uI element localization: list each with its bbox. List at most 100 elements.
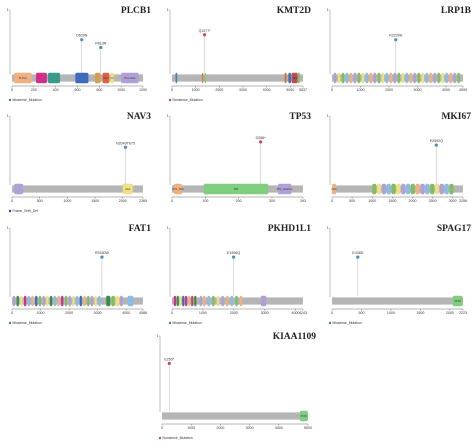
legend-label: Missense_Mutation (333, 321, 362, 325)
protein-domain (397, 72, 401, 84)
protein-domain (372, 183, 377, 195)
protein-domain (119, 295, 123, 307)
x-tick-label: 1000 (37, 311, 45, 315)
legend-label: Missense_Mutation (13, 321, 42, 325)
protein-domain (449, 72, 452, 84)
protein-domain (349, 72, 353, 84)
x-tick-label: 2000 (216, 426, 224, 430)
protein-domain (36, 72, 47, 84)
protein-domain (260, 295, 267, 307)
protein-domain (49, 295, 53, 307)
protein-domain (445, 72, 448, 84)
protein-domain (179, 295, 182, 307)
protein-domain (345, 72, 349, 84)
mutation-head (394, 38, 398, 42)
protein-backbone (332, 297, 463, 305)
x-tick-label: 1000 (117, 88, 125, 92)
x-tick-label: 1500 (388, 199, 396, 203)
mutation-head (100, 255, 104, 259)
domain-label: C2 (110, 76, 114, 80)
x-tick-label: 100 (202, 199, 208, 203)
panel-nav3: NAV3 1 AAA 0 500 1000 1500 2000 2365 N2049Tfs*5 Fr… (7, 112, 152, 213)
x-tick-label: 4243 (299, 311, 307, 315)
domain-label: P53_tetramer (277, 187, 293, 191)
mutation-label: E250* (164, 357, 174, 361)
x-tick-label: 0 (331, 199, 333, 203)
protein-domain (341, 72, 345, 84)
x-tick-label: 0 (331, 88, 333, 92)
protein-domain (182, 295, 185, 307)
protein-domain (12, 295, 16, 307)
protein-domain (42, 295, 45, 307)
legend-marker (328, 321, 332, 325)
mutation-head (259, 140, 263, 144)
protein-domain (122, 183, 133, 195)
protein-backbone (332, 74, 463, 82)
protein-domain (14, 183, 24, 195)
panel-plcb1: PLCB1 1 PI-PLC PLC C2 PLC-beta 0 200 400 600 800 10… (7, 6, 152, 102)
y-axis-count: 1 (7, 8, 9, 12)
mutation-label: G266* (256, 136, 267, 140)
protein-domain (102, 72, 110, 84)
x-tick-label: 3256 (459, 199, 467, 203)
protein-domain (202, 72, 204, 84)
protein-domain (332, 183, 337, 195)
x-tick-label: 1000 (187, 426, 195, 430)
protein-domain (389, 72, 393, 84)
x-tick-label: 4000 (263, 88, 271, 92)
legend-label: Missense_Mutation (173, 321, 202, 325)
y-axis-count: 1 (167, 8, 169, 12)
legend-label: Nonsense_Mutation (173, 98, 203, 102)
y-axis-count: 1 (7, 226, 9, 230)
mutation-head (99, 45, 103, 50)
protein-domain (369, 72, 373, 84)
panel-tp53: TP53 1 P53_TAD P53 P53_tetramer 0 100 200 300 393… (167, 112, 312, 203)
x-tick-label: 1000 (387, 311, 395, 315)
x-tick-label: 4599 (459, 88, 467, 92)
protein-domain (299, 410, 308, 422)
protein-domain (94, 72, 101, 84)
domain-label: PF06 (455, 299, 462, 303)
mutation-head (232, 255, 236, 259)
protein-domain (361, 72, 365, 84)
domain-label: PLC-beta (124, 76, 136, 80)
protein-domain (191, 295, 194, 307)
gene-title: TP53 (289, 112, 311, 122)
mutation-head (123, 145, 128, 149)
panel-lrp1b: LRP1B 1 0 1000 2000 3000 4000 4599 R2239H (327, 6, 472, 92)
protein-domain (226, 295, 229, 307)
protein-domain (68, 295, 71, 307)
mutation-label: N2049Tfs*5 (116, 141, 135, 145)
protein-domain (441, 72, 444, 84)
protein-domain (373, 72, 377, 84)
x-tick-label: 0 (11, 199, 13, 203)
x-tick-label: 2000 (119, 199, 127, 203)
x-tick-label: 2000 (385, 88, 393, 92)
mutation-label: R3150W (95, 251, 110, 255)
gene-title: PKHD1L1 (268, 224, 312, 234)
x-tick-label: 3000 (261, 311, 269, 315)
mutation-label: R2239H (389, 34, 403, 38)
x-tick-label: 4000 (291, 311, 299, 315)
panel-mki67: MKI67 1 FHA 0 500 1000 1500 2000 2500 3000 3256 E25… (327, 112, 472, 203)
x-tick-label: 3000 (94, 311, 102, 315)
x-tick-label: 2000 (65, 311, 73, 315)
x-tick-label: 1500 (416, 311, 424, 315)
protein-domain (106, 295, 111, 307)
protein-domain (173, 295, 177, 307)
protein-domain (57, 295, 60, 307)
protein-domain (199, 295, 202, 307)
protein-domain (83, 295, 86, 307)
protein-domain (203, 183, 269, 195)
x-tick-label: 0 (171, 199, 173, 203)
domain-label: PI-PLC (19, 76, 27, 80)
protein-domain (27, 295, 30, 307)
x-tick-label: 500 (358, 311, 364, 315)
gene-title: KIAA1109 (273, 332, 317, 342)
domain-label: P53_TAD (172, 187, 183, 191)
x-tick-label: 0 (11, 88, 13, 92)
x-tick-label: 600 (75, 88, 81, 92)
protein-domain (230, 295, 234, 307)
x-tick-label: 2365 (139, 199, 147, 203)
protein-domain (194, 295, 197, 307)
